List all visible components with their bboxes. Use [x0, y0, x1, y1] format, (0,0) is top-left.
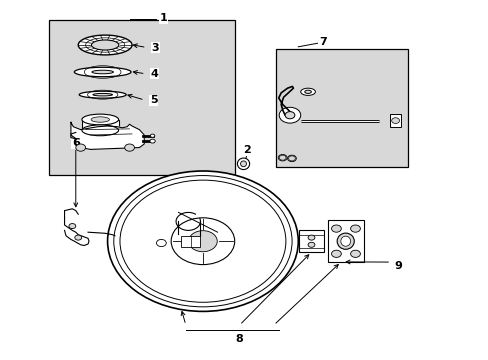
Ellipse shape: [150, 134, 154, 137]
Ellipse shape: [79, 91, 126, 98]
Circle shape: [124, 144, 134, 151]
Ellipse shape: [91, 40, 119, 50]
Circle shape: [350, 250, 360, 257]
Circle shape: [391, 118, 399, 123]
Ellipse shape: [278, 154, 286, 161]
Bar: [49, 20, 234, 175]
Circle shape: [350, 225, 360, 232]
Text: 1: 1: [160, 13, 167, 23]
Text: 9: 9: [394, 261, 402, 271]
Circle shape: [171, 218, 234, 265]
Ellipse shape: [81, 114, 118, 125]
Bar: [276, 49, 407, 167]
Ellipse shape: [93, 94, 112, 96]
Bar: [299, 230, 323, 252]
Text: 7: 7: [318, 37, 326, 48]
Ellipse shape: [78, 35, 132, 55]
Text: 2: 2: [243, 145, 250, 156]
Bar: [81, 120, 118, 130]
Ellipse shape: [91, 117, 109, 122]
Circle shape: [188, 231, 217, 252]
Circle shape: [107, 171, 298, 311]
Circle shape: [331, 225, 341, 232]
Text: 6: 6: [72, 138, 80, 148]
Ellipse shape: [74, 67, 131, 77]
Circle shape: [75, 235, 81, 240]
Circle shape: [307, 235, 314, 240]
Circle shape: [279, 107, 300, 123]
Bar: [389, 114, 400, 127]
Ellipse shape: [92, 70, 113, 74]
Bar: [181, 236, 200, 247]
Circle shape: [331, 250, 341, 257]
Ellipse shape: [81, 125, 118, 136]
Circle shape: [285, 112, 294, 119]
Circle shape: [69, 224, 76, 229]
Circle shape: [156, 239, 166, 247]
Ellipse shape: [150, 139, 155, 143]
Circle shape: [307, 242, 314, 247]
Polygon shape: [64, 218, 89, 246]
Bar: [327, 220, 364, 262]
Ellipse shape: [300, 88, 315, 95]
Text: 4: 4: [150, 69, 158, 79]
Ellipse shape: [240, 161, 246, 167]
Circle shape: [279, 155, 285, 160]
Polygon shape: [71, 122, 144, 149]
Ellipse shape: [287, 155, 296, 162]
Circle shape: [76, 144, 85, 151]
Text: 3: 3: [151, 42, 159, 53]
Ellipse shape: [304, 90, 311, 94]
Ellipse shape: [237, 158, 249, 170]
Circle shape: [288, 156, 295, 161]
Text: 8: 8: [235, 334, 243, 344]
Text: 5: 5: [149, 95, 157, 105]
Polygon shape: [64, 209, 78, 218]
Ellipse shape: [340, 236, 350, 246]
Ellipse shape: [337, 233, 354, 249]
